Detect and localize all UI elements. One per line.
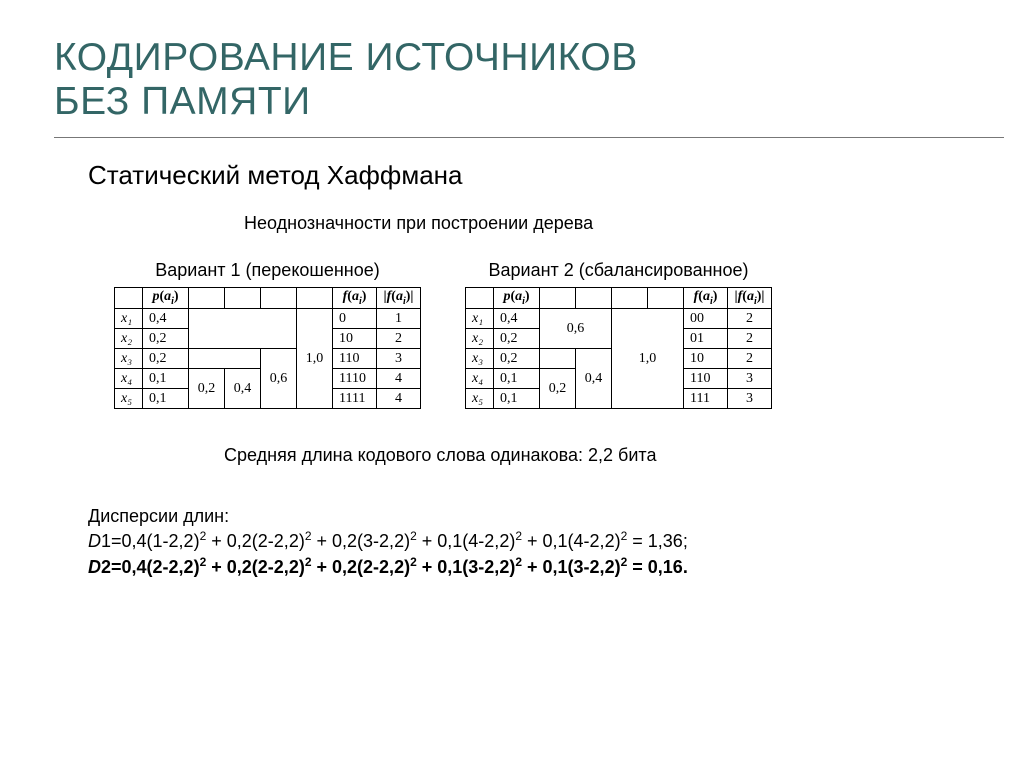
row-p: 0,1	[494, 369, 540, 389]
row-len: 2	[728, 349, 772, 369]
row-code: 00	[684, 309, 728, 329]
merge-cell: 0,6	[261, 349, 297, 409]
variant1-table: p(ai) f(ai) |f(ai)| x₁ 0,4 1,0 0 1 x₂ 0,…	[114, 287, 421, 409]
variant2-label: Вариант 2 (сбалансированное)	[465, 260, 772, 281]
merge-cell: 0,2	[189, 369, 225, 409]
subcaption: Неоднозначности при построении дерева	[244, 213, 1004, 234]
average-length-line: Средняя длина кодового слова одинакова: …	[224, 445, 1004, 466]
row-code: 1110	[333, 369, 377, 389]
row-p: 0,2	[494, 329, 540, 349]
row-code: 0	[333, 309, 377, 329]
row-sym: x₅	[466, 389, 494, 409]
merge-cell: 0,4	[576, 349, 612, 409]
subtitle: Статический метод Хаффмана	[88, 160, 1004, 191]
row-p: 0,2	[494, 349, 540, 369]
tables-row: Вариант 1 (перекошенное) p(ai) f(ai) |f(…	[114, 260, 1004, 409]
title-divider	[54, 137, 1004, 138]
row-len: 2	[728, 309, 772, 329]
merge-cell: 0,6	[540, 309, 612, 349]
row-code: 10	[684, 349, 728, 369]
row-len: 1	[377, 309, 421, 329]
merge-cell: 0,4	[225, 369, 261, 409]
row-sym: x₃	[115, 349, 143, 369]
col-p: p(ai)	[143, 288, 189, 309]
col-flen: |f(ai)|	[728, 288, 772, 309]
dispersion-block: Дисперсии длин: D1=0,4(1-2,2)2 + 0,2(2-2…	[88, 504, 1004, 579]
row-len: 4	[377, 389, 421, 409]
row-code: 110	[684, 369, 728, 389]
table-row: x₁ 0,4 1,0 0 1	[115, 309, 421, 329]
slide-title: КОДИРОВАНИЕ ИСТОЧНИКОВ БЕЗ ПАМЯТИ	[54, 36, 1004, 137]
row-code: 111	[684, 389, 728, 409]
row-len: 2	[377, 329, 421, 349]
row-len: 3	[377, 349, 421, 369]
row-p: 0,1	[494, 389, 540, 409]
row-len: 2	[728, 329, 772, 349]
variant1-block: Вариант 1 (перекошенное) p(ai) f(ai) |f(…	[114, 260, 421, 409]
row-p: 0,2	[143, 349, 189, 369]
row-code: 1111	[333, 389, 377, 409]
row-code: 01	[684, 329, 728, 349]
row-sym: x₁	[466, 309, 494, 329]
row-p: 0,4	[494, 309, 540, 329]
title-line-2: БЕЗ ПАМЯТИ	[54, 80, 311, 123]
row-sym: x₁	[115, 309, 143, 329]
dispersion-d1: D1=0,4(1-2,2)2 + 0,2(2-2,2)2 + 0,2(3-2,2…	[88, 528, 1004, 553]
col-p: p(ai)	[494, 288, 540, 309]
row-sym: x₂	[115, 329, 143, 349]
row-p: 0,1	[143, 369, 189, 389]
variant2-table: p(ai) f(ai) |f(ai)| x₁ 0,4 0,6 1,0 00 2 …	[465, 287, 772, 409]
col-flen: |f(ai)|	[377, 288, 421, 309]
variant1-label: Вариант 1 (перекошенное)	[114, 260, 421, 281]
col-f: f(ai)	[684, 288, 728, 309]
row-sym: x₄	[466, 369, 494, 389]
row-p: 0,4	[143, 309, 189, 329]
table-row: x₃ 0,2 0,6 110 3	[115, 349, 421, 369]
row-len: 3	[728, 369, 772, 389]
table-row: x₁ 0,4 0,6 1,0 00 2	[466, 309, 772, 329]
row-len: 4	[377, 369, 421, 389]
dispersion-d2: D2=0,4(2-2,2)2 + 0,2(2-2,2)2 + 0,2(2-2,2…	[88, 554, 1004, 579]
row-p: 0,1	[143, 389, 189, 409]
variant2-block: Вариант 2 (сбалансированное) p(ai) f(ai)…	[465, 260, 772, 409]
row-sym: x₃	[466, 349, 494, 369]
row-sym: x₂	[466, 329, 494, 349]
row-sym: x₅	[115, 389, 143, 409]
row-code: 10	[333, 329, 377, 349]
merge-cell: 0,2	[540, 369, 576, 409]
merge-cell: 1,0	[612, 309, 684, 409]
dispersion-heading: Дисперсии длин:	[88, 504, 1004, 528]
row-sym: x₄	[115, 369, 143, 389]
row-len: 3	[728, 389, 772, 409]
row-code: 110	[333, 349, 377, 369]
merge-cell: 1,0	[297, 309, 333, 409]
title-line-1: КОДИРОВАНИЕ ИСТОЧНИКОВ	[54, 36, 638, 79]
col-f: f(ai)	[333, 288, 377, 309]
row-p: 0,2	[143, 329, 189, 349]
